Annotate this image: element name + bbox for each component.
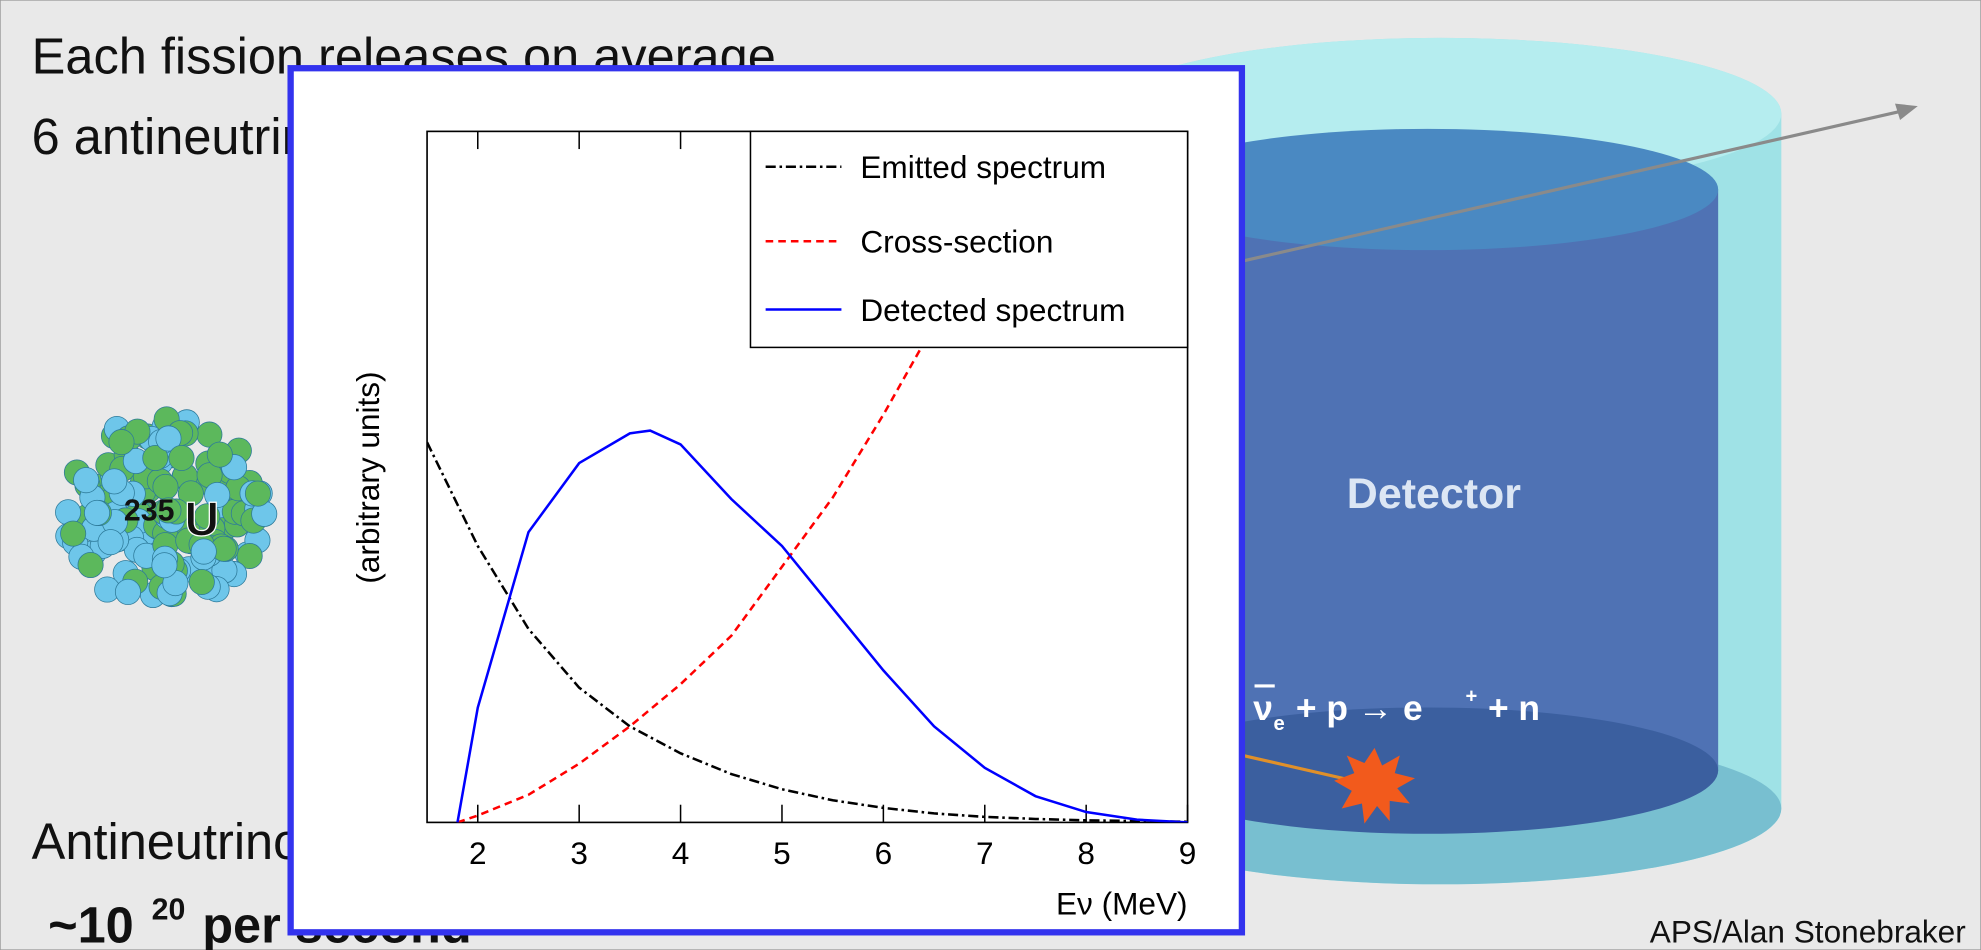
series-line [457, 131, 1034, 823]
nucleon [151, 552, 178, 579]
neutrino-path [1212, 109, 1902, 270]
reaction-sub: e [1273, 713, 1284, 735]
nucleon [244, 480, 271, 507]
nucleon [97, 529, 124, 556]
slide-text: Antineutrinos [32, 813, 327, 870]
nucleon [236, 542, 263, 569]
legend-label: Detected spectrum [860, 292, 1125, 328]
inner-top [1137, 128, 1719, 251]
reaction-nu: ν [1253, 689, 1273, 728]
flux-base: ~10 [48, 896, 134, 950]
series-line [427, 441, 1188, 823]
x-tick-label: 9 [1179, 835, 1197, 871]
nucleon [168, 444, 195, 471]
x-tick-label: 5 [773, 835, 791, 871]
legend-box [749, 130, 1189, 349]
x-tick-label: 6 [875, 835, 893, 871]
nucleon [194, 503, 221, 530]
series-line [456, 429, 1188, 823]
nucleon [155, 497, 182, 524]
nucleus-mass: 235 [124, 494, 175, 527]
y-axis-label: (arbitrary units) [350, 371, 386, 583]
nucleon [177, 480, 204, 507]
credit: APS/Alan Stonebraker [1650, 913, 1966, 949]
nucleon [84, 499, 111, 526]
detector-label: Detector [1347, 470, 1521, 518]
nucleus [55, 406, 278, 609]
nucleon [206, 441, 233, 468]
reaction-end: + n [1478, 689, 1540, 728]
legend-label: Emitted spectrum [860, 149, 1106, 185]
inner-bottom [1137, 707, 1719, 834]
nucleon [55, 499, 82, 526]
reaction: ν e + p → e + + n [1253, 684, 1540, 735]
nucleon [108, 429, 135, 456]
reaction-sup: + [1466, 685, 1478, 707]
nucleon [190, 538, 217, 565]
flux-exp: 20 [152, 894, 186, 927]
nucleon [114, 578, 141, 605]
legend-label: Cross-section [860, 224, 1053, 260]
nucleon [77, 551, 104, 579]
nucleon [155, 425, 182, 452]
nucleon [101, 468, 128, 495]
legend: Emitted spectrum Cross-section Detected sp… [749, 130, 1189, 349]
nucleon [60, 520, 87, 547]
x-tick-label: 8 [1077, 835, 1095, 871]
x-tick-label: 3 [570, 835, 588, 871]
nucleus-symbol: U [185, 494, 220, 547]
chart: (arbitrary units) Eν (MeV) 2 3 4 5 6 7 8 9 Emitt… [350, 130, 1197, 922]
x-axis-label: Eν (MeV) [1056, 886, 1188, 922]
x-tick-label: 7 [976, 835, 994, 871]
nucleon [204, 482, 231, 509]
detector-illustration [1099, 37, 1918, 885]
nucleon [73, 467, 100, 494]
x-tick-label: 4 [672, 835, 690, 871]
nucleon [188, 568, 215, 595]
arrow-head [1895, 103, 1918, 121]
x-tick-label: 2 [469, 835, 487, 871]
reaction-mid: + p → e [1286, 689, 1423, 728]
nucleon [142, 444, 169, 472]
plot-lines [427, 131, 1188, 823]
interaction-flash [1334, 747, 1415, 824]
